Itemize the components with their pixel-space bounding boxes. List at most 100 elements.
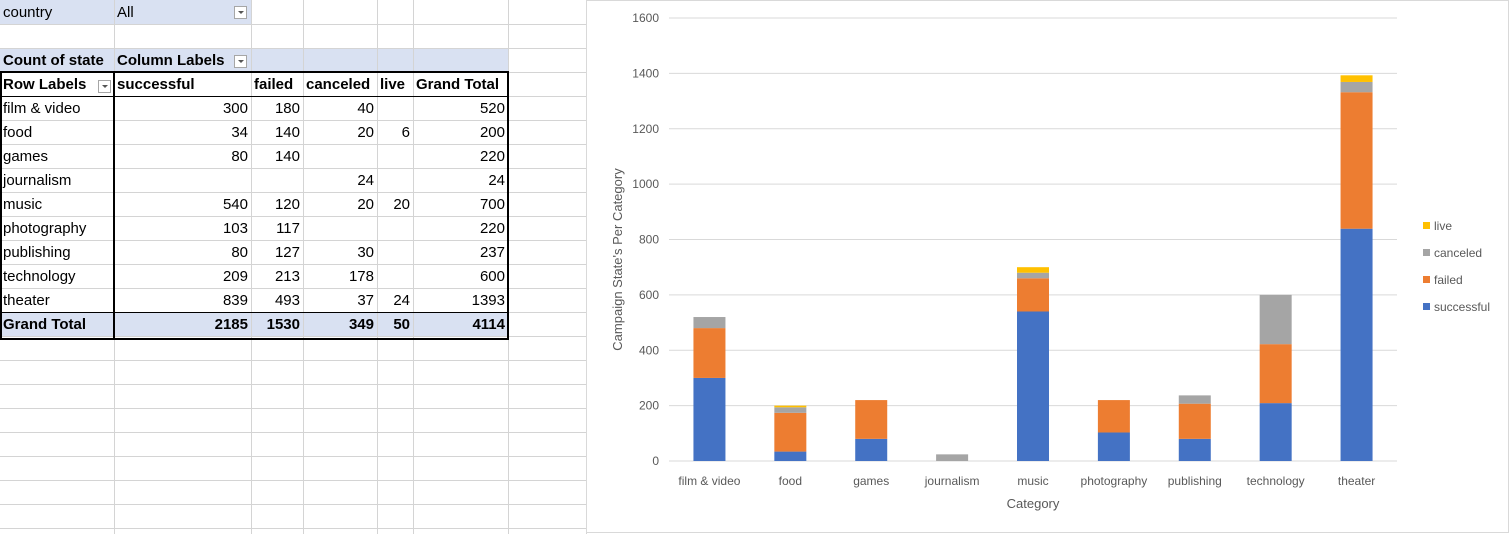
table-cell[interactable]: 24 (488, 172, 505, 189)
bar-successful-theater (1340, 228, 1373, 461)
table-cell[interactable]: 700 (479, 196, 505, 213)
row-label[interactable]: film & video (3, 100, 81, 117)
column-labels-dropdown-icon[interactable] (234, 55, 247, 68)
column-header-1[interactable]: failed (254, 76, 294, 93)
table-cell[interactable]: 80 (231, 244, 248, 261)
table-cell[interactable]: 30 (357, 244, 374, 261)
table-cell[interactable]: 6 (401, 124, 410, 141)
stacked-column-chart[interactable]: 0 200 400 600 800 1000 1200 1400 1600 film & vide… (586, 0, 1509, 533)
row-label[interactable]: publishing (3, 244, 71, 261)
row-label[interactable]: technology (3, 268, 76, 285)
table-cell[interactable]: 117 (276, 220, 300, 237)
x-tick-label: music (1017, 474, 1048, 488)
table-cell[interactable]: 209 (222, 268, 248, 285)
x-tick-label: theater (1338, 474, 1375, 488)
row-label[interactable]: photography (3, 220, 87, 237)
table-cell[interactable] (303, 145, 377, 169)
row-label[interactable]: music (3, 196, 43, 213)
filter-dropdown-icon[interactable] (234, 6, 247, 19)
table-cell[interactable]: 1393 (471, 292, 505, 309)
table-cell[interactable] (251, 169, 303, 193)
pivot-column-labels[interactable]: Column Labels (117, 52, 225, 69)
pivot-measure-label[interactable]: Count of state (3, 52, 104, 69)
grand-total-label[interactable]: Grand Total (3, 316, 87, 333)
table-cell[interactable]: 839 (222, 292, 248, 309)
bar-live-theater (1340, 75, 1373, 82)
table-cell[interactable]: 37 (357, 292, 374, 309)
y-tick-label: 1400 (632, 66, 659, 80)
table-cell[interactable]: 520 (479, 100, 505, 117)
table-cell[interactable]: 80 (231, 148, 248, 165)
legend-label-live: live (1434, 219, 1452, 233)
y-axis-title: Campaign State's Per Category (610, 168, 625, 351)
column-header-4[interactable]: Grand Total (416, 76, 500, 93)
table-cell[interactable] (377, 265, 413, 289)
grand-total-cell[interactable]: 1530 (266, 316, 300, 333)
filter-value[interactable]: All (117, 4, 134, 21)
table-cell[interactable]: 180 (274, 100, 300, 117)
table-cell[interactable]: 20 (393, 196, 410, 213)
table-cell[interactable] (377, 145, 413, 169)
column-header-0[interactable]: successful (117, 76, 195, 93)
column-header-3[interactable]: live (380, 76, 406, 93)
bar-canceled-theater (1340, 81, 1373, 93)
table-cell[interactable] (303, 217, 377, 241)
gridline (251, 0, 252, 534)
table-cell[interactable]: 493 (274, 292, 300, 309)
table-cell[interactable] (377, 169, 413, 193)
table-cell[interactable]: 34 (231, 124, 248, 141)
table-cell[interactable]: 103 (222, 220, 248, 237)
bar-live-music (1017, 267, 1049, 273)
table-cell[interactable]: 540 (222, 196, 248, 213)
column-header-2[interactable]: canceled (306, 76, 371, 93)
pivot-row-labels[interactable]: Row Labels (3, 76, 87, 93)
table-cell[interactable]: 140 (274, 124, 300, 141)
row-label[interactable]: theater (3, 292, 50, 309)
table-cell[interactable]: 237 (479, 244, 505, 261)
table-cell[interactable]: 213 (274, 268, 300, 285)
legend-label-failed: failed (1434, 273, 1463, 287)
table-cell[interactable]: 600 (479, 268, 505, 285)
table-cell[interactable]: 300 (222, 100, 248, 117)
table-cell[interactable] (377, 217, 413, 241)
bar-canceled-music (1017, 272, 1049, 279)
header-fill (0, 48, 508, 72)
table-cell[interactable] (377, 241, 413, 265)
table-cell[interactable]: 20 (357, 196, 374, 213)
table-cell[interactable]: 140 (274, 148, 300, 165)
bar-successful-publishing (1178, 438, 1211, 461)
table-cell[interactable] (114, 169, 251, 193)
table-cell[interactable]: 20 (357, 124, 374, 141)
y-tick-label: 1600 (632, 11, 659, 25)
x-tick-label: technology (1247, 474, 1305, 488)
table-cell[interactable]: 220 (479, 220, 505, 237)
table-cell[interactable]: 127 (274, 244, 300, 261)
table-cell[interactable]: 178 (348, 268, 374, 285)
table-cell[interactable]: 120 (274, 196, 300, 213)
row-label[interactable]: journalism (3, 172, 72, 189)
bar-successful-film-video (693, 377, 726, 461)
table-border (507, 71, 509, 340)
table-cell[interactable]: 40 (357, 100, 374, 117)
y-tick-label: 1200 (632, 122, 659, 136)
legend-swatch-live (1423, 222, 1430, 229)
grand-total-cell[interactable]: 2185 (214, 316, 248, 333)
x-tick-label: film & video (678, 474, 740, 488)
gridline (0, 168, 586, 169)
row-label[interactable]: food (3, 124, 33, 141)
x-axis-title: Category (1007, 496, 1060, 511)
y-tick-label: 0 (652, 454, 659, 468)
grand-total-cell[interactable]: 349 (348, 316, 374, 333)
table-cell[interactable]: 200 (479, 124, 505, 141)
table-border (0, 96, 509, 97)
table-cell[interactable] (377, 97, 413, 121)
table-cell[interactable]: 24 (357, 172, 374, 189)
filter-label[interactable]: country (3, 4, 53, 21)
row-label[interactable]: games (3, 148, 49, 165)
table-cell[interactable]: 220 (479, 148, 505, 165)
table-cell[interactable]: 24 (393, 292, 410, 309)
row-labels-dropdown-icon[interactable] (98, 80, 111, 93)
grand-total-cell[interactable]: 50 (393, 316, 410, 333)
grand-total-cell[interactable]: 4114 (472, 316, 505, 333)
gridline (0, 120, 586, 121)
